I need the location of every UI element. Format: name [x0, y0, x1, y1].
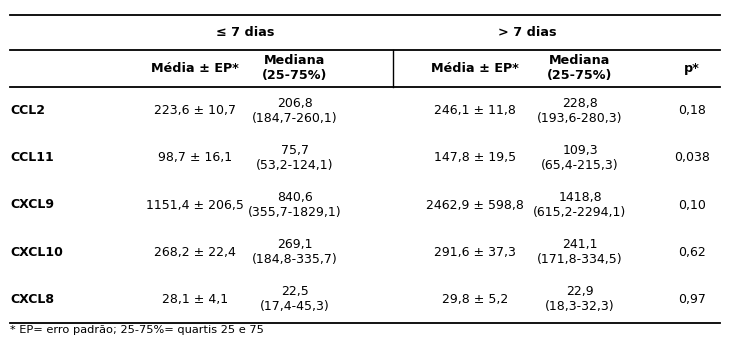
- Text: 28,1 ± 4,1: 28,1 ± 4,1: [162, 293, 228, 306]
- Text: CXCL8: CXCL8: [10, 293, 54, 306]
- Text: 0,18: 0,18: [678, 104, 706, 117]
- Text: 269,1
(184,8-335,7): 269,1 (184,8-335,7): [252, 238, 338, 266]
- Text: 22,5
(17,4-45,3): 22,5 (17,4-45,3): [260, 285, 330, 313]
- Text: * EP= erro padrão; 25-75%= quartis 25 e 75: * EP= erro padrão; 25-75%= quartis 25 e …: [10, 325, 264, 335]
- Text: 0,038: 0,038: [674, 151, 710, 164]
- Text: 75,7
(53,2-124,1): 75,7 (53,2-124,1): [256, 144, 334, 172]
- Text: CCL2: CCL2: [10, 104, 45, 117]
- Text: 840,6
(355,7-1829,1): 840,6 (355,7-1829,1): [248, 191, 342, 219]
- Text: 0,97: 0,97: [678, 293, 706, 306]
- Text: 98,7 ± 16,1: 98,7 ± 16,1: [158, 151, 232, 164]
- Text: > 7 dias: > 7 dias: [498, 26, 556, 39]
- Text: Média ± EP*: Média ± EP*: [151, 62, 239, 75]
- Text: 223,6 ± 10,7: 223,6 ± 10,7: [154, 104, 236, 117]
- Text: Média ± EP*: Média ± EP*: [431, 62, 519, 75]
- Text: 228,8
(193,6-280,3): 228,8 (193,6-280,3): [537, 97, 623, 125]
- Text: 1151,4 ± 206,5: 1151,4 ± 206,5: [146, 198, 244, 211]
- Text: 1418,8
(615,2-2294,1): 1418,8 (615,2-2294,1): [534, 191, 627, 219]
- Text: 147,8 ± 19,5: 147,8 ± 19,5: [434, 151, 516, 164]
- Text: CXCL9: CXCL9: [10, 198, 54, 211]
- Text: CCL11: CCL11: [10, 151, 54, 164]
- Text: 0,62: 0,62: [678, 246, 706, 259]
- Text: 291,6 ± 37,3: 291,6 ± 37,3: [434, 246, 516, 259]
- Text: 246,1 ± 11,8: 246,1 ± 11,8: [434, 104, 516, 117]
- Text: 109,3
(65,4-215,3): 109,3 (65,4-215,3): [541, 144, 619, 172]
- Text: 206,8
(184,7-260,1): 206,8 (184,7-260,1): [252, 97, 338, 125]
- Text: Mediana
(25-75%): Mediana (25-75%): [548, 55, 613, 82]
- Text: 2462,9 ± 598,8: 2462,9 ± 598,8: [426, 198, 524, 211]
- Text: CXCL10: CXCL10: [10, 246, 63, 259]
- Text: ≤ 7 dias: ≤ 7 dias: [216, 26, 275, 39]
- Text: 22,9
(18,3-32,3): 22,9 (18,3-32,3): [545, 285, 615, 313]
- Text: 268,2 ± 22,4: 268,2 ± 22,4: [154, 246, 236, 259]
- Text: 0,10: 0,10: [678, 198, 706, 211]
- Text: Mediana
(25-75%): Mediana (25-75%): [262, 55, 328, 82]
- Text: 241,1
(171,8-334,5): 241,1 (171,8-334,5): [537, 238, 623, 266]
- Text: 29,8 ± 5,2: 29,8 ± 5,2: [442, 293, 508, 306]
- Text: p*: p*: [684, 62, 700, 75]
